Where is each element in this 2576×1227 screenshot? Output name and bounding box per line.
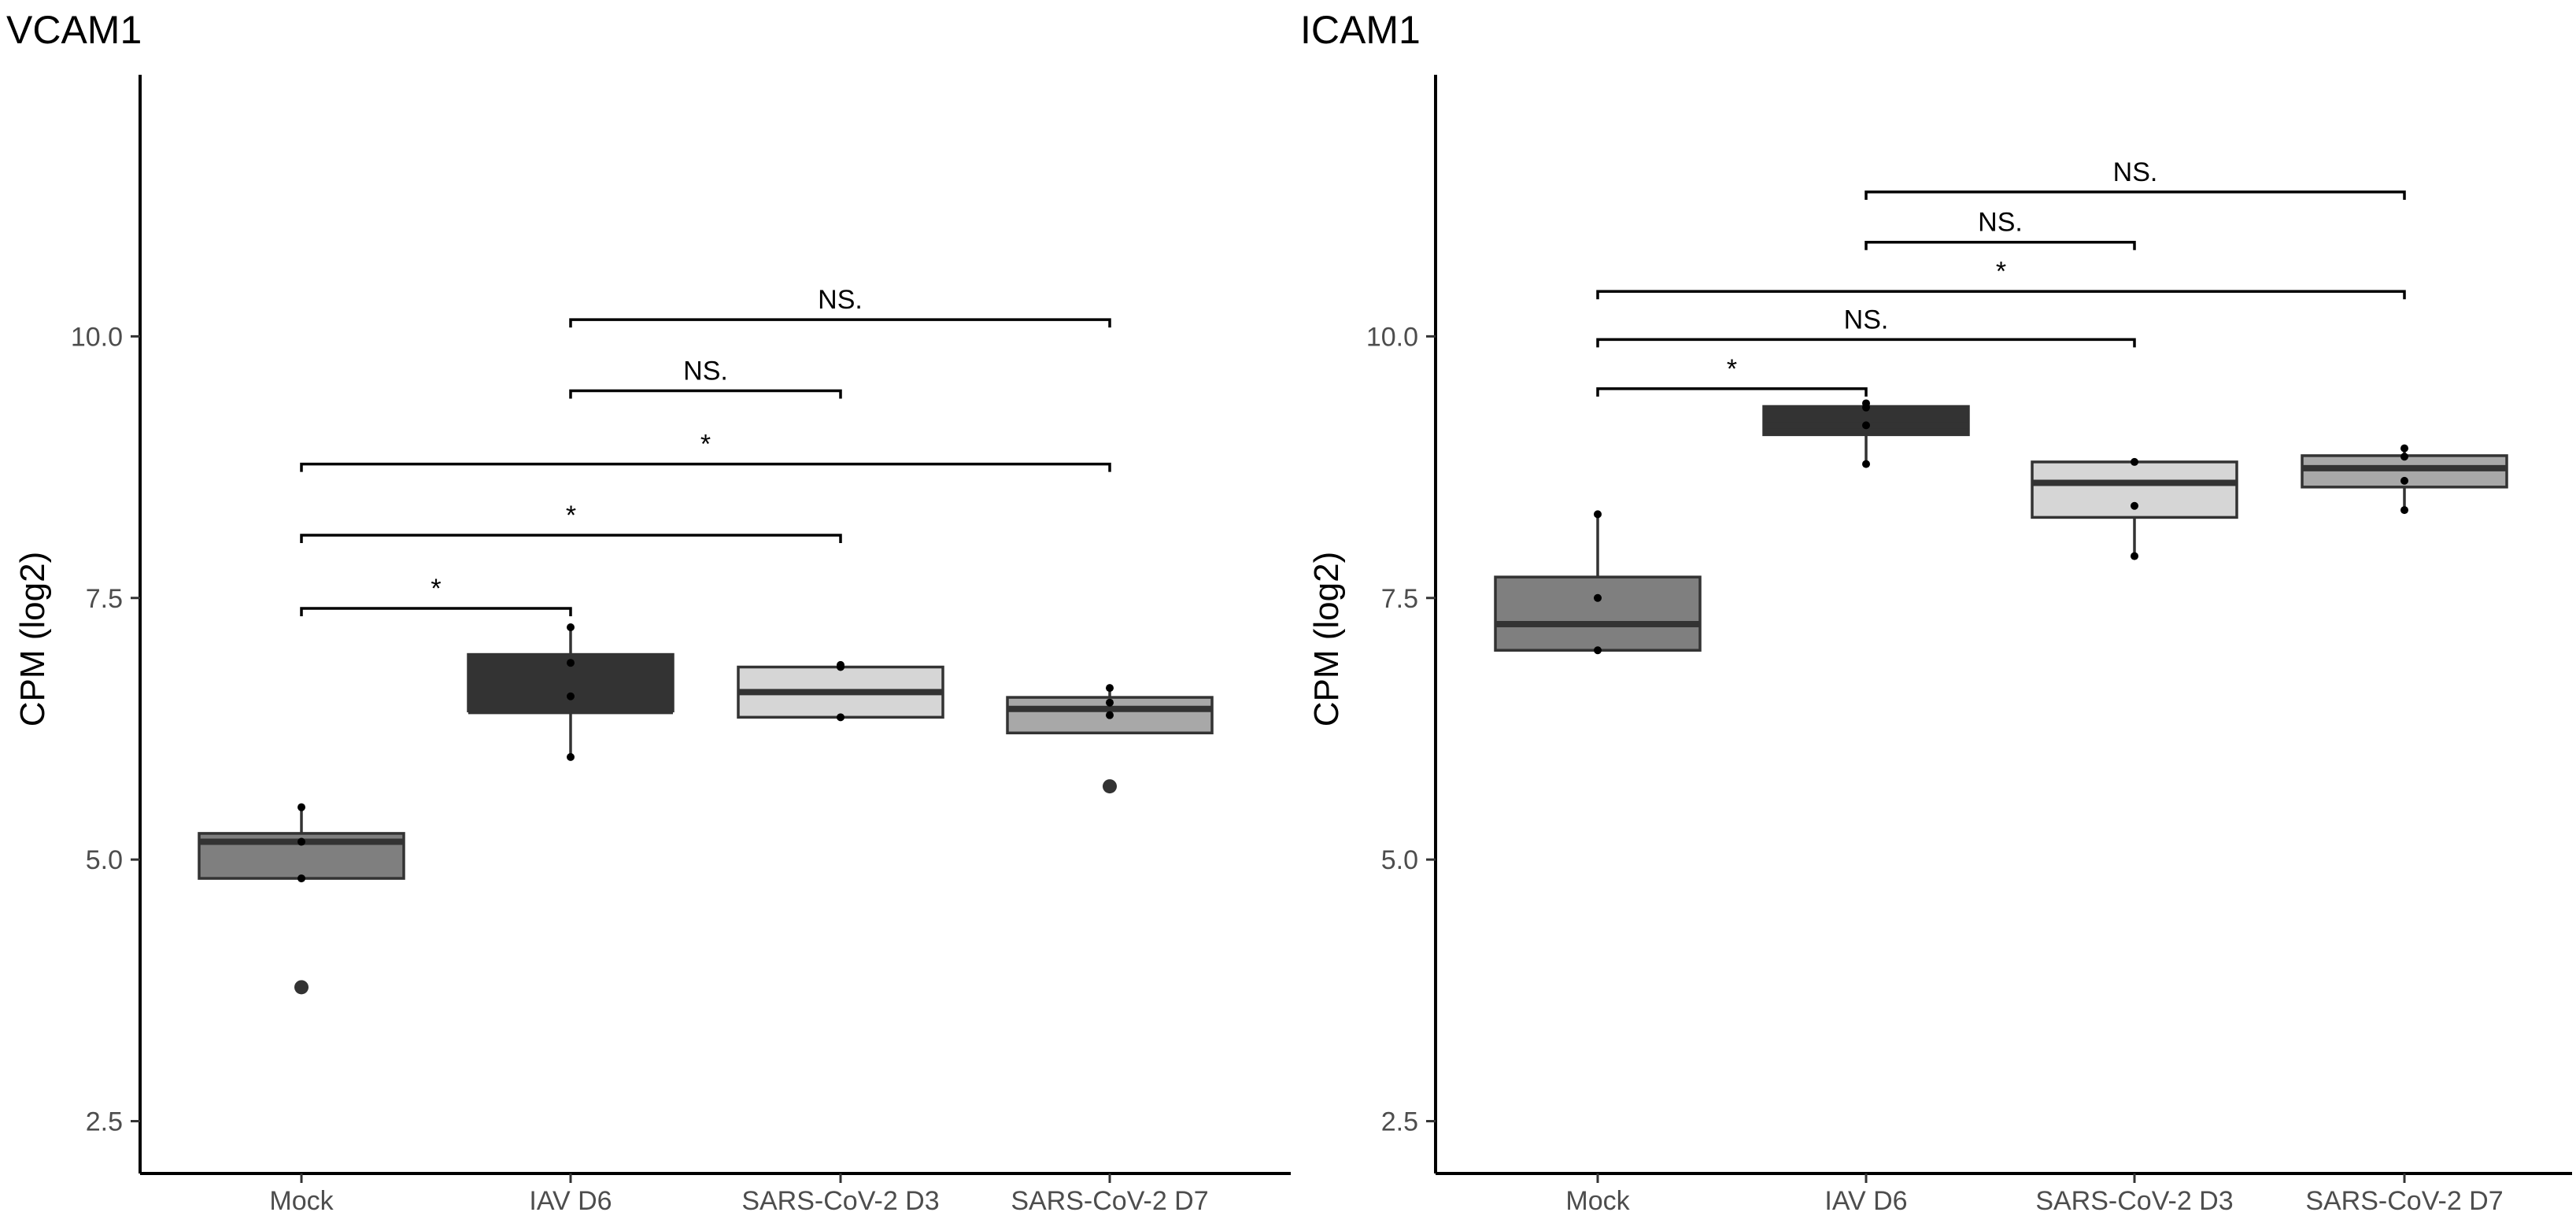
data-point (1862, 421, 1870, 430)
significance-bracket (1865, 190, 2406, 200)
x-tick-label: SARS-CoV-2 D3 (741, 1186, 939, 1216)
x-tick-label: SARS-CoV-2 D3 (2035, 1186, 2233, 1216)
box-body (467, 652, 674, 713)
significance-label: * (431, 574, 441, 604)
data-point (567, 692, 575, 700)
significance-label: NS. (2113, 157, 2158, 187)
y-tick-label: 10.0 (71, 322, 123, 352)
significance-label: NS. (1844, 305, 1889, 334)
data-point (2131, 552, 2138, 560)
significance-label: NS. (818, 285, 863, 315)
data-point (298, 874, 305, 883)
x-tick-label: SARS-CoV-2 D7 (2305, 1186, 2503, 1216)
y-tick-label: 10.0 (1366, 322, 1418, 352)
y-tick-label: 7.5 (1381, 584, 1418, 614)
y-tick-label: 5.0 (86, 845, 123, 875)
x-tick-label: IAV D6 (529, 1186, 612, 1216)
data-point (1106, 698, 1114, 707)
data-point (298, 803, 305, 811)
icam1-panel: ICAM1 CPM (log2) 2.5 5.0 7.5 10.0 Mock IAV D6… (1300, 8, 2572, 1216)
y-tick-label: 5.0 (1381, 845, 1418, 875)
x-tick-label: Mock (269, 1186, 334, 1216)
significance-bracket (1596, 338, 2136, 348)
data-point (1594, 510, 1602, 519)
data-point (2131, 457, 2138, 466)
significance-label: * (566, 501, 576, 530)
x-tick-label: SARS-CoV-2 D7 (1011, 1186, 1208, 1216)
panel-title: VCAM1 (6, 8, 142, 52)
significance-label: NS. (683, 357, 728, 386)
data-point (2400, 506, 2408, 515)
significance-label: * (700, 430, 711, 460)
y-tick-label: 7.5 (86, 584, 123, 614)
significance-bracket (1596, 290, 2406, 300)
data-point (1594, 593, 1602, 602)
data-point (837, 663, 844, 671)
significance-bracket (1596, 387, 1868, 397)
panel-title: ICAM1 (1300, 8, 1421, 52)
significance-label: * (1996, 257, 2006, 286)
data-point (2131, 501, 2138, 510)
data-point (1594, 646, 1602, 655)
data-point (567, 752, 575, 761)
significance-label: * (1727, 354, 1737, 384)
data-point (2400, 476, 2408, 485)
data-point (2400, 444, 2408, 453)
data-point (2400, 453, 2408, 461)
data-point (567, 623, 575, 631)
significance-bracket (569, 389, 842, 399)
data-point (1862, 403, 1870, 412)
y-axis-label: CPM (log2) (1307, 552, 1346, 727)
significance-bracket (300, 607, 572, 617)
significance-bracket (300, 534, 842, 543)
data-point (1862, 460, 1870, 468)
icam1-plot-area: 2.5 5.0 7.5 10.0 Mock IAV D6 SARS-CoV-2 D3 SARS… (1366, 75, 2572, 1216)
significance-bracket (300, 462, 1111, 472)
data-point (298, 837, 305, 846)
x-tick-label: Mock (1565, 1186, 1630, 1216)
vcam1-panel: VCAM1 CPM (log2) 2.5 5.0 7.5 10.0 Mock IAV D6… (6, 8, 1291, 1216)
data-point (837, 713, 844, 722)
box-body (1494, 575, 1702, 652)
significance-bracket (569, 318, 1111, 328)
x-tick-label: IAV D6 (1824, 1186, 1907, 1216)
data-point (1106, 711, 1114, 719)
y-tick-label: 2.5 (1381, 1107, 1418, 1137)
outlier-point (1103, 779, 1117, 794)
y-tick-label: 2.5 (86, 1107, 123, 1137)
significance-label: NS. (1978, 208, 2023, 238)
vcam1-plot-area: 2.5 5.0 7.5 10.0 Mock IAV D6 SARS-CoV-2 D3 SARS… (71, 75, 1291, 1216)
data-point (567, 659, 575, 667)
significance-bracket (1865, 240, 2136, 250)
data-point (1106, 684, 1114, 693)
y-axis-label: CPM (log2) (13, 552, 52, 727)
outlier-point (294, 980, 309, 995)
